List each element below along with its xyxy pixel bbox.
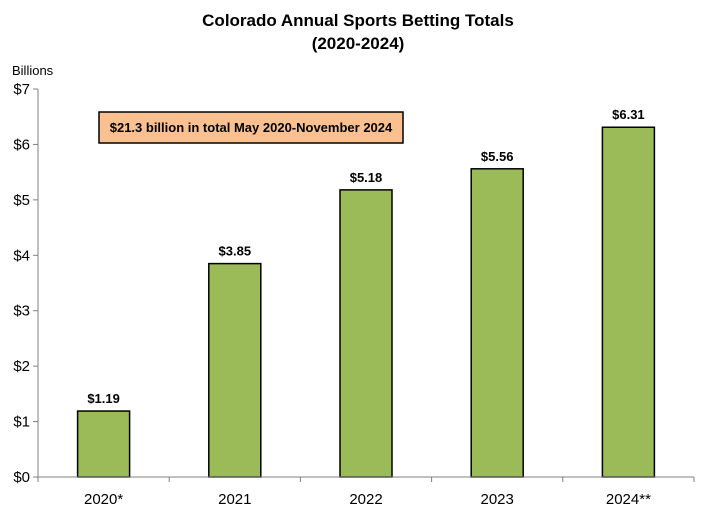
- y-tick-label: $3: [13, 303, 30, 320]
- chart-title: Colorado Annual Sports Betting Totals: [202, 11, 514, 30]
- x-axis-categories: 2020* 2021 2022 2023 2024**: [37, 476, 695, 508]
- x-category-label: 2023: [481, 491, 514, 508]
- y-tick-label: $2: [13, 358, 30, 375]
- bar-data-label: $6.31: [612, 107, 645, 122]
- bar: [339, 189, 393, 478]
- y-tick-label: $1: [13, 414, 30, 431]
- x-category-label: 2021: [218, 491, 251, 508]
- annotation-text: $21.3 billion in total May 2020-November…: [110, 120, 393, 135]
- chart-subtitle: (2020-2024): [312, 34, 405, 53]
- y-tick-label: $5: [13, 192, 30, 209]
- y-axis-unit-label: Billions: [12, 63, 54, 78]
- bar: [208, 262, 262, 478]
- x-category-label: 2022: [349, 491, 382, 508]
- bar: [470, 168, 524, 478]
- x-category-label: 2020*: [84, 491, 123, 508]
- data-labels: $1.19 $3.85 $5.18 $5.56 $6.31: [87, 107, 644, 406]
- annotation-background: [98, 111, 404, 144]
- y-tick-label: $6: [13, 136, 30, 153]
- bar-data-label: $1.19: [87, 391, 120, 406]
- bar: [76, 410, 131, 478]
- bar-data-label: $3.85: [219, 244, 252, 259]
- bar-data-label: $5.18: [350, 170, 383, 185]
- annotation-box: $21.3 billion in total May 2020-November…: [98, 111, 404, 144]
- bar-data-label: $5.56: [481, 149, 514, 164]
- bar: [601, 126, 656, 478]
- y-tick-label: $0: [13, 469, 30, 486]
- y-axis: $0 $1 $2 $3 $4 $5 $6 $7: [13, 81, 39, 486]
- y-tick-label: $4: [13, 247, 30, 264]
- y-tick-label: $7: [13, 81, 30, 98]
- x-category-label: 2024**: [606, 491, 651, 508]
- bars: [76, 126, 656, 478]
